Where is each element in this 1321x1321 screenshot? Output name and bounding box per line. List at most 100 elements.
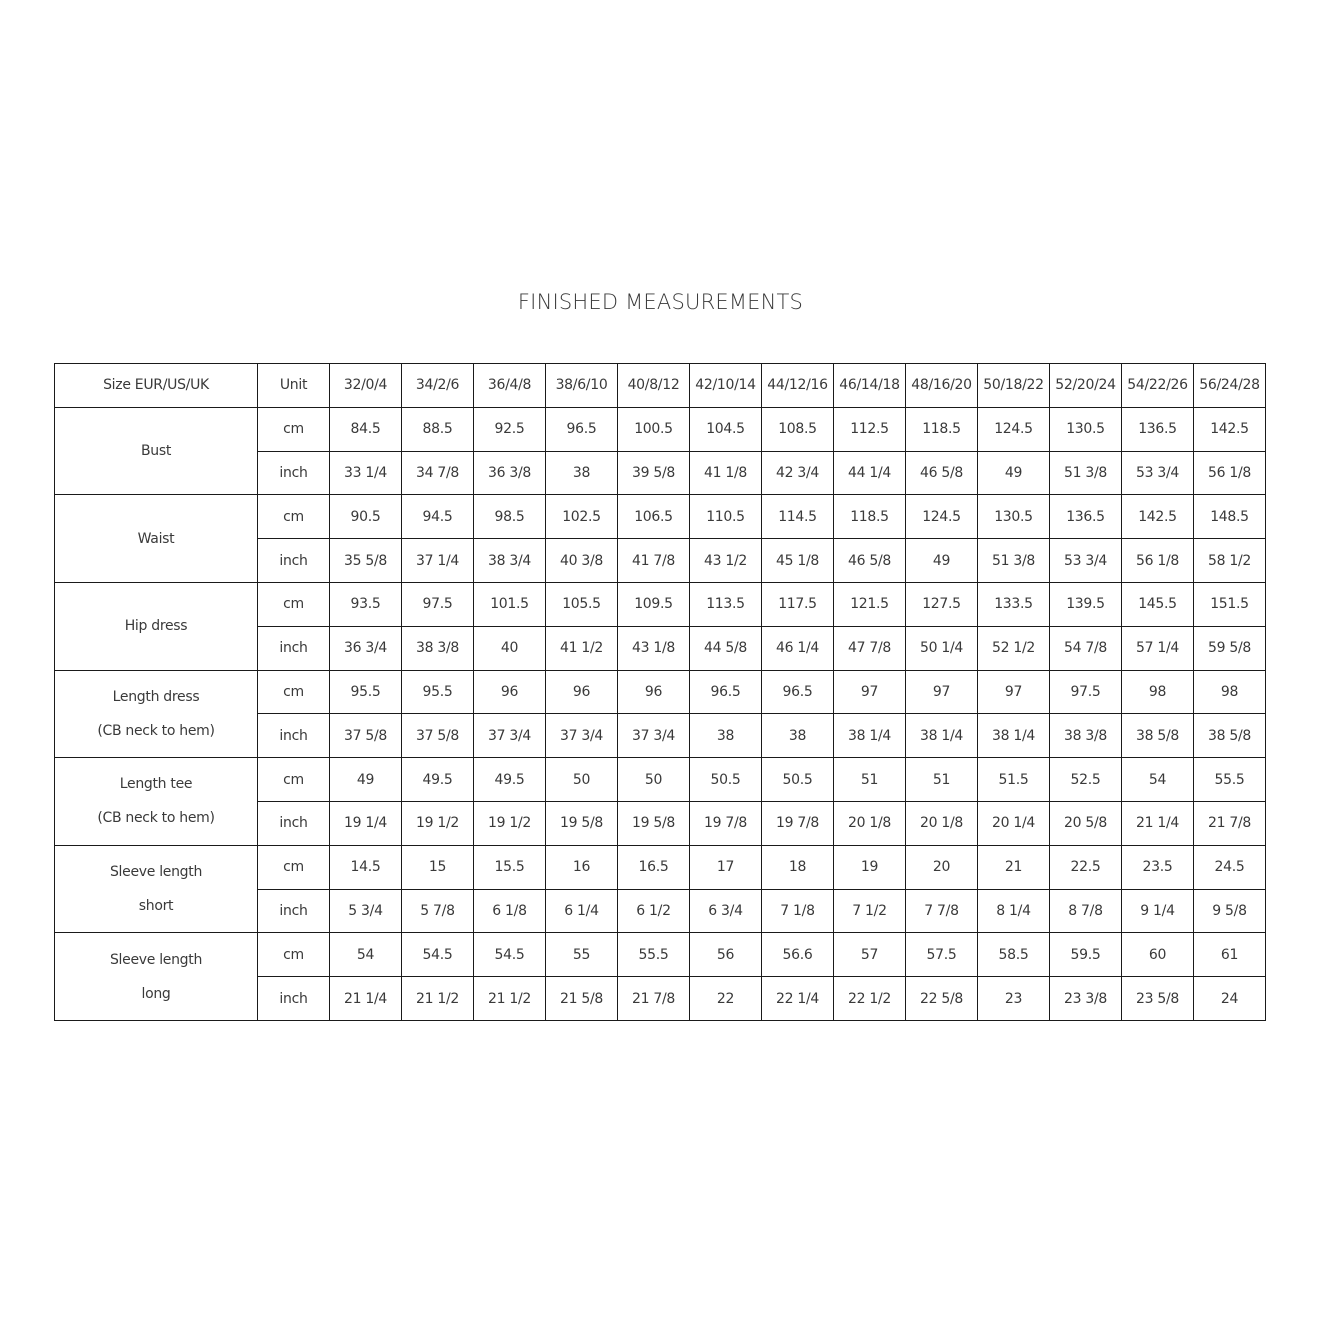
value-cell: 41 7/8 bbox=[617, 538, 690, 583]
value-cell: 6 3/4 bbox=[689, 888, 762, 934]
value-cell: 136.5 bbox=[1049, 494, 1122, 540]
value-cell: 19 1/4 bbox=[329, 800, 402, 846]
header-size: 36/4/8 bbox=[473, 363, 546, 408]
value-cell: 16 bbox=[545, 844, 618, 890]
value-cell: 106.5 bbox=[617, 494, 690, 540]
value-cell: 96.5 bbox=[689, 669, 762, 715]
unit-cell: cm bbox=[257, 581, 330, 627]
value-cell: 38 3/8 bbox=[1049, 713, 1122, 759]
value-cell: 49 bbox=[329, 757, 402, 802]
value-cell: 142.5 bbox=[1121, 494, 1194, 540]
value-cell: 58 1/2 bbox=[1193, 538, 1266, 583]
value-cell: 51 bbox=[905, 757, 978, 802]
value-cell: 54 bbox=[329, 932, 402, 978]
measurement-label-line: Length dress bbox=[112, 688, 200, 705]
value-cell: 5 7/8 bbox=[401, 888, 474, 934]
measurement-label: Sleeve length long bbox=[54, 932, 258, 1021]
measurement-label: Bust bbox=[54, 406, 258, 496]
value-cell: 59 5/8 bbox=[1193, 625, 1266, 671]
value-cell: 38 bbox=[689, 713, 762, 759]
value-cell: 145.5 bbox=[1121, 581, 1194, 627]
value-cell: 37 3/4 bbox=[545, 713, 618, 759]
value-cell: 95.5 bbox=[401, 669, 474, 715]
header-unit-label: Unit bbox=[257, 363, 330, 408]
value-cell: 20 1/4 bbox=[977, 800, 1050, 846]
header-size: 38/6/10 bbox=[545, 363, 618, 408]
value-cell: 38 1/4 bbox=[905, 713, 978, 759]
value-cell: 49.5 bbox=[473, 757, 546, 802]
unit-cell: inch bbox=[257, 538, 330, 583]
value-cell: 37 3/4 bbox=[617, 713, 690, 759]
measurement-label-line: Sleeve length bbox=[109, 864, 203, 881]
value-cell: 118.5 bbox=[905, 406, 978, 452]
value-cell: 56 bbox=[689, 932, 762, 978]
value-cell: 56 1/8 bbox=[1121, 538, 1194, 583]
value-cell: 19 1/2 bbox=[401, 800, 474, 846]
value-cell: 20 1/8 bbox=[833, 800, 906, 846]
value-cell: 22.5 bbox=[1049, 844, 1122, 890]
value-cell: 23 5/8 bbox=[1121, 976, 1194, 1021]
table-row: Hip dress cm 93.5 97.5 101.5 105.5 109.5 113.5 1… bbox=[54, 581, 1266, 671]
value-cell: 49 bbox=[977, 450, 1050, 496]
value-cell: 40 3/8 bbox=[545, 538, 618, 583]
value-cell: 38 1/4 bbox=[977, 713, 1050, 759]
value-cell: 90.5 bbox=[329, 494, 402, 540]
header-size: 34/2/6 bbox=[401, 363, 474, 408]
header-row: Size EUR/US/UK Unit 32/0/4 34/2/6 36/4/8 38/6… bbox=[54, 363, 1266, 408]
value-cell: 37 1/4 bbox=[401, 538, 474, 583]
value-cell: 19 5/8 bbox=[545, 800, 618, 846]
table-row: inch 37 5/8 37 5/8 37 3/4 37 3/4 37 3/4 38 38 38… bbox=[55, 713, 1266, 759]
value-cell: 19 7/8 bbox=[689, 800, 762, 846]
unit-cell: cm bbox=[257, 669, 330, 715]
value-cell: 101.5 bbox=[473, 581, 546, 627]
value-cell: 20 1/8 bbox=[905, 800, 978, 846]
value-cell: 151.5 bbox=[1193, 581, 1266, 627]
value-cell: 50 bbox=[617, 757, 690, 802]
unit-cell: inch bbox=[257, 888, 330, 934]
value-cell: 55 bbox=[545, 932, 618, 978]
value-cell: 54.5 bbox=[401, 932, 474, 978]
value-cell: 94.5 bbox=[401, 494, 474, 540]
measurements-table: Size EUR/US/UK Unit 32/0/4 34/2/6 36/4/8 38/6… bbox=[54, 363, 1266, 1021]
value-cell: 96.5 bbox=[545, 406, 618, 452]
value-cell: 97.5 bbox=[1049, 669, 1122, 715]
value-cell: 93.5 bbox=[329, 581, 402, 627]
value-cell: 5 3/4 bbox=[329, 888, 402, 934]
value-cell: 38 bbox=[545, 450, 618, 496]
value-cell: 58.5 bbox=[977, 932, 1050, 978]
value-cell: 21 bbox=[977, 844, 1050, 890]
value-cell: 51 3/8 bbox=[1049, 450, 1122, 496]
unit-cell: inch bbox=[257, 450, 330, 496]
table-row: Waist cm 90.5 94.5 98.5 102.5 106.5 110.5 114.5 1… bbox=[54, 494, 1266, 583]
value-cell: 9 5/8 bbox=[1193, 888, 1266, 934]
value-cell: 53 3/4 bbox=[1049, 538, 1122, 583]
value-cell: 23 3/8 bbox=[1049, 976, 1122, 1021]
value-cell: 18 bbox=[761, 844, 834, 890]
value-cell: 46 1/4 bbox=[761, 625, 834, 671]
value-cell: 133.5 bbox=[977, 581, 1050, 627]
table-row: Length tee (CB neck to hem) cm 49 49.5 49.5 50… bbox=[54, 757, 1266, 846]
value-cell: 47 7/8 bbox=[833, 625, 906, 671]
value-cell: 6 1/2 bbox=[617, 888, 690, 934]
value-cell: 97.5 bbox=[401, 581, 474, 627]
measurement-label: Length tee (CB neck to hem) bbox=[54, 757, 258, 846]
value-cell: 113.5 bbox=[689, 581, 762, 627]
table-row: inch 36 3/4 38 3/8 40 41 1/2 43 1/8 44 5/8 46 1… bbox=[55, 625, 1266, 671]
value-cell: 23.5 bbox=[1121, 844, 1194, 890]
value-cell: 20 bbox=[905, 844, 978, 890]
table-row: Sleeve length long cm 54 54.5 54.5 55 55.5 56 56.… bbox=[54, 932, 1266, 1021]
value-cell: 49 bbox=[905, 538, 978, 583]
header-size: 56/24/28 bbox=[1193, 363, 1266, 408]
unit-cell: cm bbox=[257, 844, 330, 890]
value-cell: 53 3/4 bbox=[1121, 450, 1194, 496]
value-cell: 50.5 bbox=[761, 757, 834, 802]
value-cell: 121.5 bbox=[833, 581, 906, 627]
value-cell: 84.5 bbox=[329, 406, 402, 452]
unit-cell: cm bbox=[257, 757, 330, 802]
unit-cell: inch bbox=[257, 800, 330, 846]
measurement-label-line: (CB neck to hem) bbox=[97, 722, 215, 739]
value-cell: 52.5 bbox=[1049, 757, 1122, 802]
value-cell: 54 7/8 bbox=[1049, 625, 1122, 671]
value-cell: 124.5 bbox=[905, 494, 978, 540]
header-size-label: Size EUR/US/UK bbox=[54, 363, 258, 408]
